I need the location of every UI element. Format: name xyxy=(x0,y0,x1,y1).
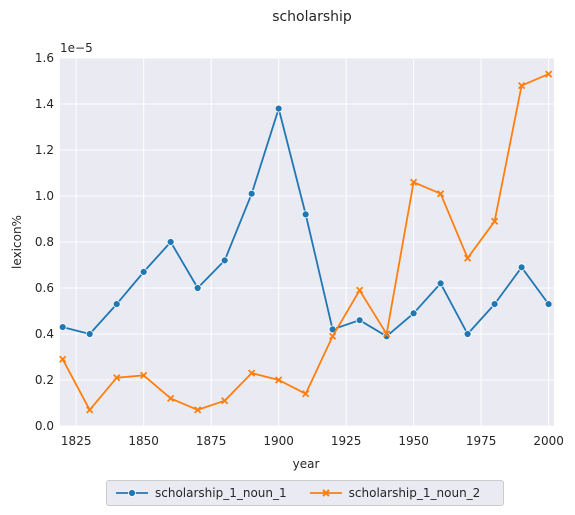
data-point xyxy=(301,210,310,219)
series-1 xyxy=(58,104,553,341)
data-point xyxy=(382,330,391,338)
data-point xyxy=(247,189,256,198)
data-point xyxy=(85,330,94,338)
chart-title: scholarship xyxy=(272,9,352,25)
data-point xyxy=(140,371,148,380)
data-point xyxy=(517,81,526,90)
data-point xyxy=(220,256,229,265)
data-point xyxy=(490,217,499,225)
y-tick-label: 0.8 xyxy=(35,235,54,249)
grid xyxy=(60,57,554,427)
data-point xyxy=(302,390,310,398)
legend-label-series-1: scholarship_1_noun_1 xyxy=(155,486,287,500)
legend-entry-series-1: scholarship_1_noun_1 xyxy=(115,486,287,500)
data-point xyxy=(517,263,526,272)
y-tick-label: 1.6 xyxy=(35,51,54,65)
x-tick-label: 1875 xyxy=(196,434,227,448)
data-point xyxy=(544,70,553,78)
y-scale-label: 1e−5 xyxy=(60,41,93,55)
x-tick-label: 1925 xyxy=(331,434,362,448)
legend-entry-series-2: scholarship_1_noun_2 xyxy=(309,486,481,500)
series-group xyxy=(58,70,553,414)
legend: scholarship_1_noun_1 scholarship_1_noun_… xyxy=(106,480,504,506)
y-tick-label: 0.0 xyxy=(35,419,54,433)
data-point xyxy=(544,300,553,309)
data-point xyxy=(112,300,121,309)
line-chart: scholarship 1e−5 year lexicon% 0.0 0.2 0.4… xyxy=(10,9,564,471)
data-point xyxy=(356,286,364,294)
y-axis-label: lexicon% xyxy=(10,215,24,269)
data-point xyxy=(86,406,94,414)
data-point xyxy=(113,374,121,382)
legend-label-series-2: scholarship_1_noun_2 xyxy=(348,486,481,500)
data-point xyxy=(221,397,229,405)
y-tick-label: 0.2 xyxy=(35,373,54,387)
data-point xyxy=(59,355,67,363)
data-point xyxy=(248,369,256,377)
x-tick-label: 1850 xyxy=(128,434,159,448)
data-point xyxy=(329,332,337,340)
data-point xyxy=(194,406,202,414)
data-point xyxy=(193,284,202,292)
y-tick-label: 1.0 xyxy=(35,189,54,203)
data-point xyxy=(58,323,67,332)
data-point xyxy=(490,300,499,309)
y-tick-label: 0.4 xyxy=(35,327,54,341)
data-point xyxy=(463,254,472,262)
y-tick-label: 1.4 xyxy=(35,97,54,111)
data-point xyxy=(436,190,445,198)
x-marker-icon xyxy=(309,489,342,497)
data-point xyxy=(409,309,418,318)
y-tick-label: 1.2 xyxy=(35,143,54,157)
x-tick-label: 1950 xyxy=(398,434,429,448)
circle-marker-icon xyxy=(116,489,148,497)
data-point xyxy=(167,394,175,403)
series-2 xyxy=(59,70,553,414)
x-tick-label: 2000 xyxy=(533,434,564,448)
data-point xyxy=(463,330,472,338)
data-point xyxy=(409,178,418,186)
data-point xyxy=(436,279,445,288)
x-tick-label: 1900 xyxy=(263,434,294,448)
data-point xyxy=(274,104,283,113)
data-point xyxy=(166,238,175,246)
x-tick-label: 1975 xyxy=(466,434,497,448)
data-point xyxy=(139,267,148,276)
tick-labels: 0.0 0.2 0.4 0.6 0.8 1.0 1.2 1.4 1.6 1825 1850 1875 1… xyxy=(35,51,564,448)
data-point xyxy=(275,376,283,384)
x-axis-label: year xyxy=(293,457,320,471)
y-tick-label: 0.6 xyxy=(35,281,54,295)
data-point xyxy=(355,316,364,325)
x-tick-label: 1825 xyxy=(61,434,92,448)
